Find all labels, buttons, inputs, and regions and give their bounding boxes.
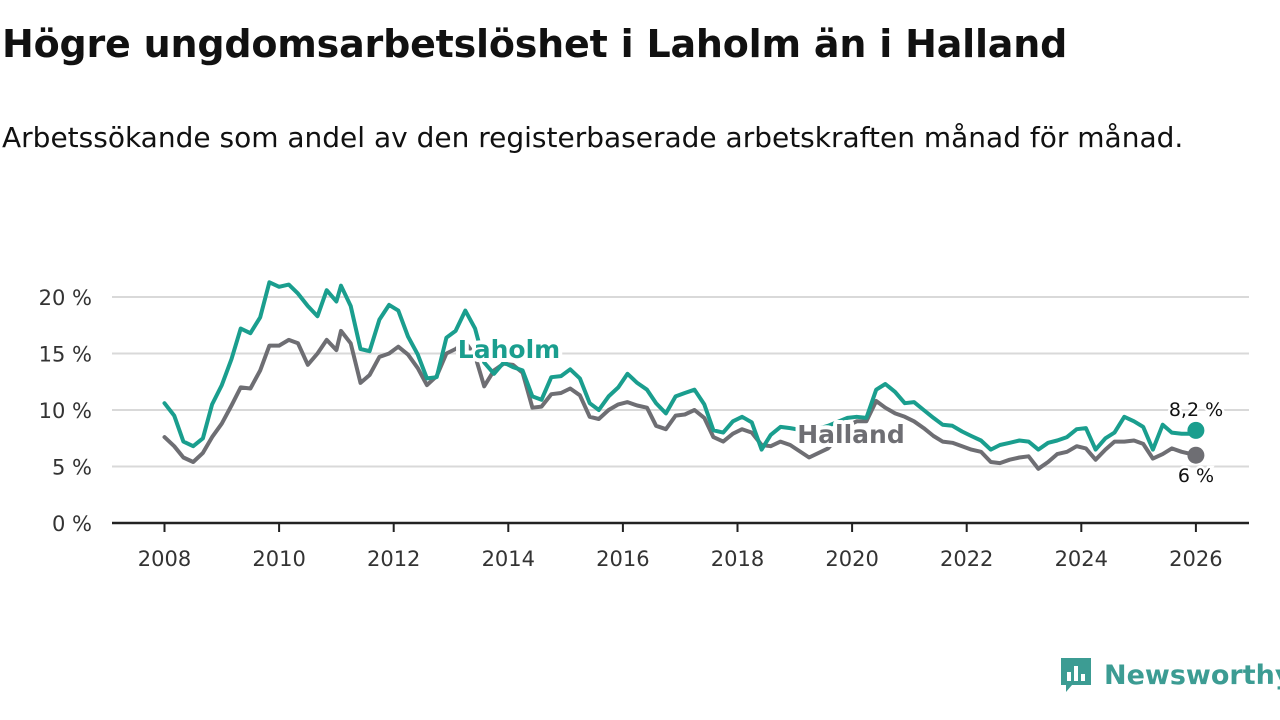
halland-end-marker <box>1187 446 1205 464</box>
series-lines <box>162 280 1205 471</box>
y-tick-label-0: 0 % <box>52 512 92 536</box>
y-tick-label-10: 10 % <box>39 399 92 423</box>
chart-title: Högre ungdomsarbetslöshet i Laholm än i … <box>2 22 1068 66</box>
x-tick-label-2020: 2020 <box>825 547 878 571</box>
x-tick-label-2012: 2012 <box>367 547 420 571</box>
x-tick-label-2016: 2016 <box>596 547 649 571</box>
laholm-line <box>162 280 1198 452</box>
series-labels: Laholm Halland 8,2 % 6 % <box>454 331 1226 490</box>
x-tick-label-2024: 2024 <box>1055 547 1108 571</box>
laholm-end-value-label: 8,2 % <box>1169 399 1223 421</box>
x-tick-label-2022: 2022 <box>940 547 993 571</box>
chart-subtitle: Arbetssökande som andel av den registerb… <box>2 121 1184 154</box>
laholm-series-label: Laholm <box>458 335 560 364</box>
gridlines <box>112 296 1249 468</box>
newsworthy-brand-name: Newsworthy <box>1104 659 1280 691</box>
x-tick-label-2010: 2010 <box>252 547 305 571</box>
x-axis: 2008 2010 2012 2014 2016 2018 2020 2022 2024 2026 <box>112 521 1249 571</box>
x-tick-label-2014: 2014 <box>482 547 535 571</box>
x-tick-label-2026: 2026 <box>1169 547 1222 571</box>
y-tick-label-20: 20 % <box>39 286 92 310</box>
newsworthy-logo-icon <box>1061 658 1091 692</box>
halland-series-label: Halland <box>797 420 905 449</box>
y-tick-label-15: 15 % <box>39 343 92 367</box>
laholm-end-marker <box>1187 421 1205 439</box>
x-tick-label-2008: 2008 <box>138 547 191 571</box>
x-tick-label-2018: 2018 <box>711 547 764 571</box>
halland-end-value-label: 6 % <box>1178 465 1214 487</box>
y-axis-tick-labels: 0 % 5 % 10 % 15 % 20 % <box>39 286 92 536</box>
newsworthy-logo: Newsworthy <box>1058 653 1280 697</box>
halland-line <box>162 328 1198 471</box>
y-tick-label-5: 5 % <box>52 456 92 480</box>
